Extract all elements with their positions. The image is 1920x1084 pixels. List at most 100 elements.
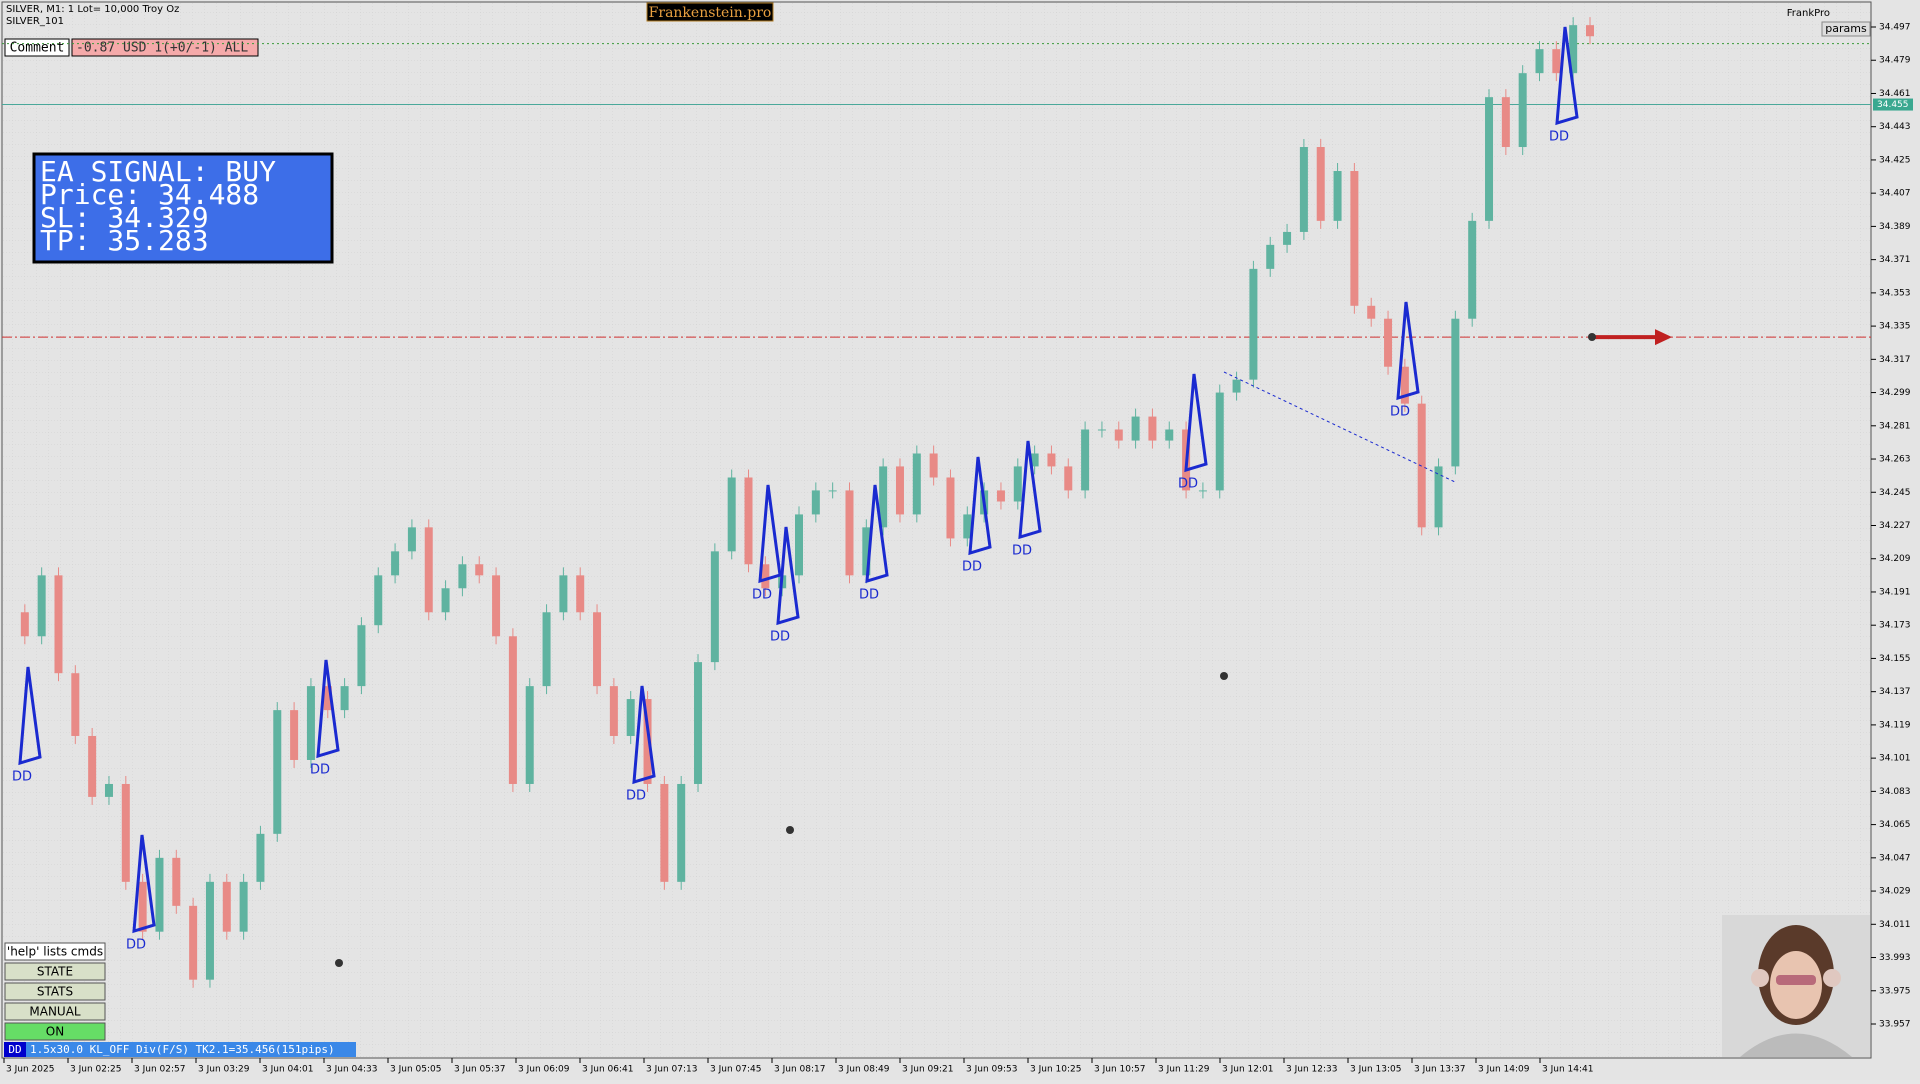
candle — [1064, 466, 1073, 491]
candle — [1081, 429, 1090, 491]
x-tick-label: 3 Jun 14:41 — [1542, 1065, 1593, 1075]
dd-pattern — [1396, 301, 1420, 401]
candle — [1232, 379, 1241, 393]
x-tick-label: 3 Jun 06:09 — [518, 1065, 570, 1075]
marker-icon — [786, 826, 794, 834]
candle — [996, 490, 1005, 502]
account: SILVER_101 — [6, 16, 64, 27]
params-button[interactable] — [1821, 21, 1871, 37]
dd-label: DD — [1178, 477, 1198, 492]
y-tick-label: 34.011 — [1879, 920, 1911, 930]
candle — [576, 575, 585, 613]
x-tick-label: 3 Jun 13:05 — [1350, 1065, 1401, 1075]
y-tick-label: 34.227 — [1879, 521, 1911, 531]
dd-label: DD — [626, 789, 646, 804]
candle — [1417, 403, 1426, 528]
x-tick-label: 3 Jun 07:45 — [710, 1065, 761, 1075]
candle — [357, 625, 366, 687]
x-tick-label: 3 Jun 04:01 — [262, 1065, 313, 1075]
button[interactable]: ON — [46, 1025, 64, 1039]
candle — [845, 490, 854, 576]
button[interactable]: STATS — [37, 985, 73, 999]
dd-pattern — [632, 685, 656, 785]
candle — [1451, 318, 1460, 467]
marker-icon — [335, 959, 343, 967]
candle — [542, 612, 551, 687]
candle — [407, 527, 416, 552]
candle — [1535, 49, 1544, 74]
params[interactable]: params — [1825, 22, 1867, 35]
y-tick-label: 34.443 — [1879, 122, 1911, 132]
candle — [710, 551, 719, 663]
button-bg[interactable] — [4, 942, 106, 961]
y-tick-label: 34.263 — [1879, 455, 1911, 465]
status-text: 1.5x30.0 KL_OFF Div(F/S) TK2.1=35.456(15… — [30, 1043, 335, 1056]
candle — [1501, 97, 1510, 148]
status-tag: DD — [8, 1043, 21, 1056]
candle — [609, 686, 618, 736]
dd-label: DD — [310, 763, 330, 778]
candle — [475, 564, 484, 576]
candle — [205, 881, 214, 980]
candle — [323, 686, 332, 711]
candle — [727, 477, 736, 552]
candle — [441, 588, 450, 613]
y-tick-label: 34.317 — [1879, 355, 1911, 365]
button[interactable]: 'help' lists cmds — [7, 945, 103, 959]
x-tick-label: 3 Jun 04:33 — [326, 1065, 377, 1075]
candle — [1400, 366, 1409, 404]
dd-pattern — [968, 456, 992, 556]
candle — [929, 453, 938, 478]
candle — [88, 735, 97, 797]
symbol-line: SILVER, M1: 1 Lot= 10,000 Troy Oz — [6, 4, 179, 15]
candle — [1586, 25, 1594, 37]
button-bg[interactable] — [4, 1002, 106, 1021]
candle — [1097, 429, 1106, 431]
y-tick-label: 34.425 — [1879, 155, 1911, 165]
marker-icon — [1220, 672, 1228, 680]
y-tick-label: 34.281 — [1879, 421, 1911, 431]
y-tick-label: 34.209 — [1879, 554, 1911, 564]
dd-label: DD — [752, 588, 772, 603]
button[interactable]: STATE — [37, 965, 73, 979]
candle — [1198, 490, 1207, 492]
x-tick-label: 3 Jun 13:37 — [1414, 1065, 1465, 1075]
dd-label: DD — [12, 770, 32, 785]
candle — [239, 881, 248, 932]
y-tick-label: 34.065 — [1879, 820, 1911, 830]
y-tick-label: 34.191 — [1879, 587, 1911, 597]
comment-label: Comment — [10, 41, 65, 56]
candle — [138, 881, 147, 932]
button[interactable]: MANUAL — [29, 1005, 81, 1019]
y-tick-label: 34.083 — [1879, 787, 1911, 797]
dd-pattern — [776, 526, 800, 626]
candle — [643, 699, 652, 784]
candle — [1148, 416, 1157, 441]
y-tick-label: 34.101 — [1879, 754, 1911, 764]
candle — [458, 564, 467, 589]
candle — [1552, 49, 1561, 74]
dd-pattern — [18, 666, 42, 766]
signal-line: EA SIGNAL: BUY — [40, 155, 276, 188]
dd-pattern — [865, 484, 889, 584]
y-tick-label: 34.029 — [1879, 887, 1911, 897]
bid-tag-bg — [1873, 98, 1913, 111]
candle — [1299, 147, 1308, 232]
profit: -0.87 USD 1(+0/-1) ALL — [76, 41, 248, 56]
button-bg[interactable] — [4, 1022, 106, 1041]
signal-box — [32, 152, 334, 264]
dd-pattern — [1184, 373, 1208, 473]
candle — [172, 857, 181, 906]
y-tick-label: 34.389 — [1879, 222, 1911, 232]
button-bg[interactable] — [4, 982, 106, 1001]
button-bg[interactable] — [4, 962, 106, 981]
y-tick-label: 34.299 — [1879, 388, 1911, 398]
y-tick-label: 33.993 — [1879, 953, 1911, 963]
candle — [256, 833, 265, 882]
x-tick-label: 3 Jun 05:37 — [454, 1065, 505, 1075]
badge: Frankenstein.pro — [649, 5, 772, 21]
y-tick-label: 34.173 — [1879, 621, 1911, 631]
candle — [1030, 453, 1039, 467]
